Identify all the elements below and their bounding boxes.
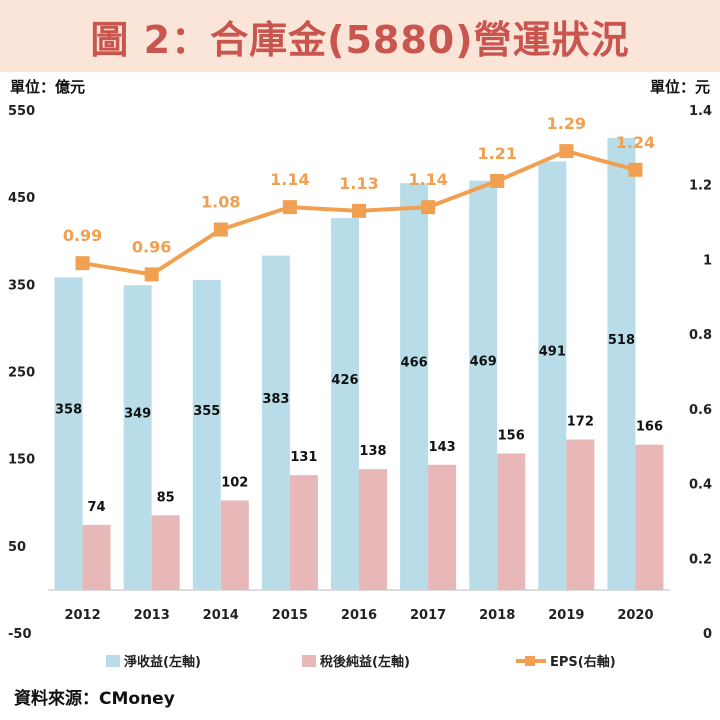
eps-data-label: 1.29 bbox=[547, 114, 586, 133]
bar-net-revenue bbox=[123, 285, 152, 590]
left-axis-tick: 350 bbox=[8, 278, 35, 293]
x-axis-tick: 2015 bbox=[272, 608, 308, 623]
bar-net-revenue bbox=[538, 161, 567, 590]
bar-net-revenue-label: 466 bbox=[401, 356, 428, 371]
bar-net-income-label: 156 bbox=[498, 428, 525, 443]
eps-data-label: 1.21 bbox=[477, 144, 516, 163]
eps-marker bbox=[282, 200, 297, 215]
eps-data-label: 1.13 bbox=[339, 174, 378, 193]
bar-net-income-label: 102 bbox=[221, 476, 248, 491]
legend-label-net-income: 稅後純益(左軸) bbox=[320, 654, 410, 670]
bar-net-income-label: 131 bbox=[290, 450, 317, 465]
x-axis-tick: 2019 bbox=[548, 608, 584, 623]
bar-net-revenue-label: 518 bbox=[608, 333, 635, 348]
bar-net-income-label: 143 bbox=[429, 440, 456, 455]
bar-net-revenue bbox=[607, 137, 636, 591]
right-axis-unit: 單位：元 bbox=[649, 78, 710, 96]
eps-marker bbox=[213, 222, 228, 237]
bar-net-income-label: 172 bbox=[567, 414, 594, 429]
bar-net-revenue bbox=[331, 218, 359, 590]
eps-marker bbox=[144, 267, 159, 282]
legend-swatch-net-revenue bbox=[106, 655, 120, 667]
bar-net-income bbox=[220, 500, 249, 590]
left-axis-tick: 550 bbox=[8, 104, 35, 119]
bar-net-income-label: 74 bbox=[88, 500, 106, 515]
x-axis-tick: 2020 bbox=[617, 608, 653, 623]
x-axis-tick: 2013 bbox=[134, 608, 170, 623]
left-axis-tick: 150 bbox=[8, 453, 35, 468]
title-banner: 圖 2：合庫金(5880)營運狀況 bbox=[0, 0, 720, 72]
bar-net-revenue bbox=[261, 255, 290, 590]
eps-marker bbox=[352, 203, 366, 218]
eps-data-label: 1.24 bbox=[616, 133, 655, 152]
bar-net-income bbox=[151, 515, 180, 590]
bar-net-income bbox=[635, 444, 664, 590]
bar-net-revenue-label: 349 bbox=[124, 407, 151, 422]
eps-marker bbox=[490, 173, 505, 188]
left-axis-tick: 50 bbox=[8, 540, 26, 555]
right-axis-tick: 0.6 bbox=[689, 403, 712, 418]
eps-data-label: 0.99 bbox=[63, 226, 102, 245]
eps-data-label: 1.14 bbox=[270, 170, 309, 189]
legend-label-eps: EPS(右軸) bbox=[550, 654, 616, 670]
eps-data-label: 0.96 bbox=[132, 237, 171, 256]
bar-net-income bbox=[359, 469, 387, 590]
right-axis-tick: 0.4 bbox=[689, 478, 712, 493]
left-axis-tick: 250 bbox=[8, 366, 35, 381]
x-axis-tick: 2016 bbox=[341, 608, 377, 623]
bar-net-revenue-label: 355 bbox=[193, 404, 220, 419]
bar-net-income bbox=[566, 439, 595, 590]
chart-title: 圖 2：合庫金(5880)營運狀況 bbox=[90, 17, 630, 62]
x-axis-tick: 2014 bbox=[203, 608, 239, 623]
bar-net-revenue-label: 383 bbox=[262, 392, 289, 407]
eps-marker bbox=[421, 200, 436, 215]
bar-net-income bbox=[428, 464, 457, 590]
bar-net-income bbox=[497, 453, 526, 590]
bar-net-income bbox=[82, 524, 111, 590]
right-axis-tick: 0 bbox=[703, 627, 712, 642]
bar-net-revenue bbox=[469, 180, 498, 591]
legend-swatch-eps-marker bbox=[525, 656, 535, 666]
eps-data-label: 1.08 bbox=[201, 193, 240, 212]
right-axis-tick: 0.8 bbox=[689, 328, 712, 343]
right-axis-tick: 1.4 bbox=[689, 104, 712, 119]
bar-net-revenue bbox=[192, 279, 221, 590]
bar-net-revenue-label: 358 bbox=[55, 403, 82, 418]
bar-net-income bbox=[289, 475, 318, 590]
eps-marker bbox=[628, 162, 643, 177]
bar-net-revenue bbox=[400, 183, 429, 590]
bar-net-income-label: 85 bbox=[157, 490, 175, 505]
bar-net-income-label: 138 bbox=[359, 444, 386, 459]
legend-label-net-revenue: 淨收益(左軸) bbox=[124, 654, 201, 670]
bar-net-revenue-label: 469 bbox=[470, 354, 497, 369]
eps-marker bbox=[75, 256, 90, 271]
left-axis-tick: 450 bbox=[8, 191, 35, 206]
bar-net-revenue-label: 426 bbox=[331, 373, 358, 388]
right-axis-tick: 1.2 bbox=[689, 179, 712, 194]
source-note: 資料來源：CMoney bbox=[14, 689, 175, 709]
right-axis-tick: 1 bbox=[703, 253, 712, 268]
left-axis-tick: -50 bbox=[8, 627, 32, 642]
bar-net-revenue-label: 491 bbox=[539, 345, 566, 360]
left-axis-unit: 單位：億元 bbox=[10, 78, 86, 96]
legend-swatch-net-income bbox=[302, 655, 316, 667]
right-axis-tick: 0.2 bbox=[689, 552, 712, 567]
eps-data-label: 1.14 bbox=[408, 170, 447, 189]
eps-marker bbox=[559, 144, 574, 159]
bar-net-revenue bbox=[54, 277, 83, 590]
x-axis-tick: 2017 bbox=[410, 608, 446, 623]
x-axis-tick: 2018 bbox=[479, 608, 515, 623]
bar-net-income-label: 166 bbox=[636, 420, 663, 435]
x-axis-tick: 2012 bbox=[64, 608, 100, 623]
